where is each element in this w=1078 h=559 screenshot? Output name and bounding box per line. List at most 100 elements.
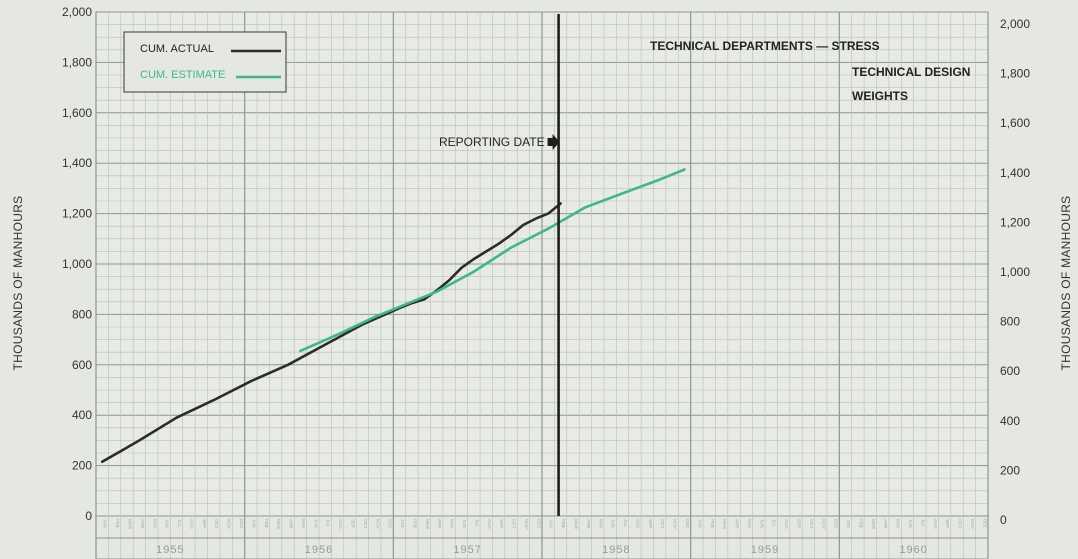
month-label: NOV <box>821 519 826 529</box>
y-tick-right-label: 1,200 <box>1000 215 1030 229</box>
month-label: MAR <box>722 519 727 530</box>
month-label: JAN <box>103 519 108 528</box>
month-label: JUL <box>177 519 182 527</box>
y-axis-right-title: THOUSANDS OF MANHOURS <box>1059 196 1073 371</box>
month-label: DEC <box>982 519 987 529</box>
month-label: JAN <box>846 519 851 528</box>
y-tick-right-label: 2,000 <box>1000 17 1030 31</box>
month-label: JAN <box>251 519 256 528</box>
month-label: FEB <box>264 519 269 528</box>
month-label: MAR <box>276 519 281 530</box>
month-label: MAY <box>747 519 752 528</box>
year-label: 1958 <box>602 544 630 556</box>
month-label: MAR <box>127 519 132 530</box>
month-label: DEC <box>536 519 541 529</box>
series-group <box>100 168 686 464</box>
month-label: DEC <box>388 519 393 529</box>
legend: CUM. ACTUAL CUM. ESTIMATE <box>123 31 287 93</box>
chart-subtitle-line-2: WEIGHTS <box>852 89 908 103</box>
month-label: AUG <box>933 519 938 529</box>
month-label: NOV <box>524 519 529 529</box>
month-label: NOV <box>375 519 380 529</box>
month-label: SEP <box>202 519 207 528</box>
month-label: NOV <box>227 519 232 529</box>
month-label: JUL <box>623 519 628 527</box>
y-tick-right-label: 600 <box>1000 364 1020 378</box>
y-tick-right-label: 1,600 <box>1000 116 1030 130</box>
y-tick-right-label: 1,800 <box>1000 67 1030 81</box>
month-label: OCT <box>958 519 963 529</box>
year-label: 1956 <box>305 544 333 556</box>
month-label: SEP <box>648 519 653 528</box>
grid <box>95 11 989 559</box>
month-label: JUL <box>920 519 925 527</box>
y-tick-left-label: 400 <box>72 408 92 422</box>
month-label: JUN <box>313 519 318 528</box>
legend-label-estimate: CUM. ESTIMATE <box>140 69 225 81</box>
month-label: FEB <box>115 519 120 528</box>
month-label: APR <box>586 519 591 529</box>
year-labels: 1955 1956 1957 1958 1959 1960 <box>156 544 927 556</box>
month-label: APR <box>437 519 442 529</box>
y-tick-left-label: 1,800 <box>62 55 92 69</box>
y-tick-left-label: 1,000 <box>62 257 92 271</box>
y-axis-right: 0 200 400 600 800 1,000 1,200 1,400 1,600 1,800 2,… <box>1000 17 1030 527</box>
month-label: SEP <box>945 519 950 528</box>
month-label: AUG <box>189 519 194 529</box>
y-tick-left-label: 1,200 <box>62 207 92 221</box>
month-label: OCT <box>512 519 517 529</box>
chart-subtitle-line-1: TECHNICAL DESIGN <box>852 65 970 79</box>
month-label: FEB <box>412 519 417 528</box>
y-tick-right-label: 0 <box>1000 513 1007 527</box>
y-axis-left: 0 200 400 600 800 1,000 1,200 1,400 1,600 1,800 2,… <box>62 5 92 523</box>
year-label: 1959 <box>751 544 779 556</box>
month-label: APR <box>289 519 294 529</box>
month-label: FEB <box>858 519 863 528</box>
y-tick-right-label: 1,000 <box>1000 265 1030 279</box>
month-label: JAN <box>549 519 554 528</box>
year-label: 1960 <box>899 544 927 556</box>
y-tick-left-label: 2,000 <box>62 5 92 19</box>
month-label: SEP <box>796 519 801 528</box>
reporting-date-arrow <box>547 134 560 150</box>
month-label: JUN <box>165 519 170 528</box>
month-label: AUG <box>487 519 492 529</box>
month-label: FEB <box>561 519 566 528</box>
y-tick-left-label: 800 <box>72 307 92 321</box>
month-label: NOV <box>673 519 678 529</box>
y-tick-right-label: 200 <box>1000 463 1020 477</box>
y-tick-right-label: 400 <box>1000 414 1020 428</box>
y-tick-left-label: 600 <box>72 358 92 372</box>
month-label: SEP <box>499 519 504 528</box>
y-tick-left-label: 200 <box>72 459 92 473</box>
y-tick-left-label: 1,400 <box>62 156 92 170</box>
month-label: JUL <box>474 519 479 527</box>
month-label: JUN <box>908 519 913 528</box>
month-label: AUG <box>338 519 343 529</box>
y-tick-left-label: 1,600 <box>62 106 92 120</box>
month-label: AUG <box>635 519 640 529</box>
month-label: MAY <box>301 519 306 528</box>
reporting-date-label: REPORTING DATE <box>439 135 545 149</box>
month-label: OCT <box>214 519 219 529</box>
month-label: JUN <box>611 519 616 528</box>
month-label: MAR <box>871 519 876 530</box>
month-label: APR <box>140 519 145 529</box>
y-tick-right-label: 1,400 <box>1000 166 1030 180</box>
month-label: MAY <box>598 519 603 528</box>
month-label: OCT <box>660 519 665 529</box>
year-label: 1957 <box>453 544 481 556</box>
month-labels: JAN FEB MAR APR MAY JUN JUL AUG SEP OCT NOV DEC JAN F… <box>103 519 988 530</box>
month-label: MAY <box>896 519 901 528</box>
month-label: DEC <box>834 519 839 529</box>
month-label: MAR <box>425 519 430 530</box>
month-label: MAR <box>573 519 578 530</box>
month-label: FEB <box>710 519 715 528</box>
month-label: APR <box>735 519 740 529</box>
month-label: APR <box>883 519 888 529</box>
month-label: JUL <box>326 519 331 527</box>
month-label: JAN <box>400 519 405 528</box>
series-line-estimate <box>299 168 686 353</box>
month-label: OCT <box>363 519 368 529</box>
month-label: MAY <box>152 519 157 528</box>
